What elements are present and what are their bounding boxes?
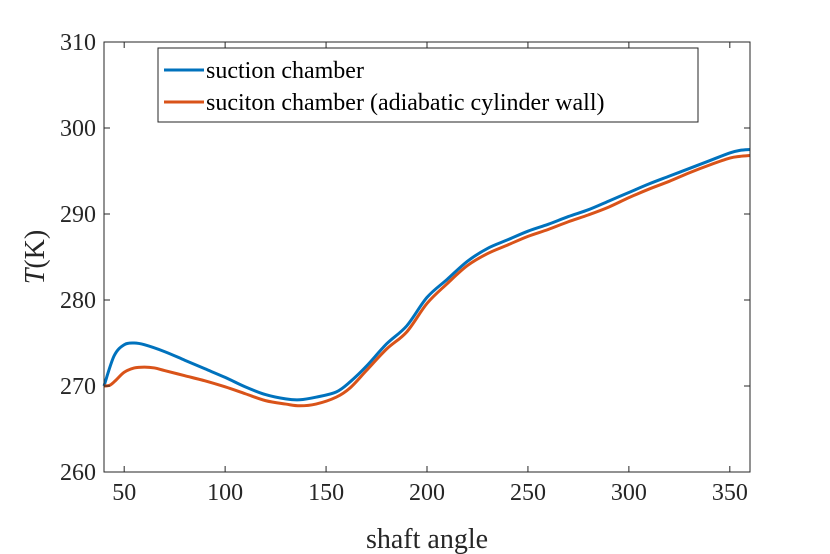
x-tick-label: 250 xyxy=(510,480,546,506)
tick-layer: 50 100 150 200 250 300 350 260 270 280 290 300 310 xyxy=(60,30,750,506)
y-tick-label: 290 xyxy=(60,202,96,228)
series-line-2 xyxy=(103,154,751,408)
y-tick-label: 280 xyxy=(60,288,96,314)
x-tick-label: 300 xyxy=(611,480,647,506)
x-tick-label: 350 xyxy=(712,480,748,506)
legend: suction chamber suciton chamber (adiabati… xyxy=(157,47,699,123)
x-axis-title: shaft angle xyxy=(366,524,488,554)
legend-label-2: suciton chamber (adiabatic cylinder wall… xyxy=(206,90,605,116)
series-line-1 xyxy=(102,148,751,402)
y-tick-label: 270 xyxy=(60,374,96,400)
x-tick-label: 100 xyxy=(207,480,243,506)
legend-label-1: suction chamber xyxy=(206,58,364,84)
x-tick-label: 150 xyxy=(308,480,344,506)
x-tick-label: 50 xyxy=(112,480,136,506)
legend-box xyxy=(157,47,699,123)
series-layer xyxy=(102,148,751,408)
y-tick-label: 310 xyxy=(60,30,96,56)
y-tick-label: 260 xyxy=(60,460,96,486)
y-axis-unit: (K) xyxy=(20,230,51,269)
legend-entries: suction chamber suciton chamber (adiabati… xyxy=(164,58,605,116)
y-axis-title: T(K) xyxy=(20,230,51,284)
y-tick-label: 300 xyxy=(60,116,96,142)
x-tick-label: 200 xyxy=(409,480,445,506)
y-axis-symbol: T xyxy=(20,266,51,284)
